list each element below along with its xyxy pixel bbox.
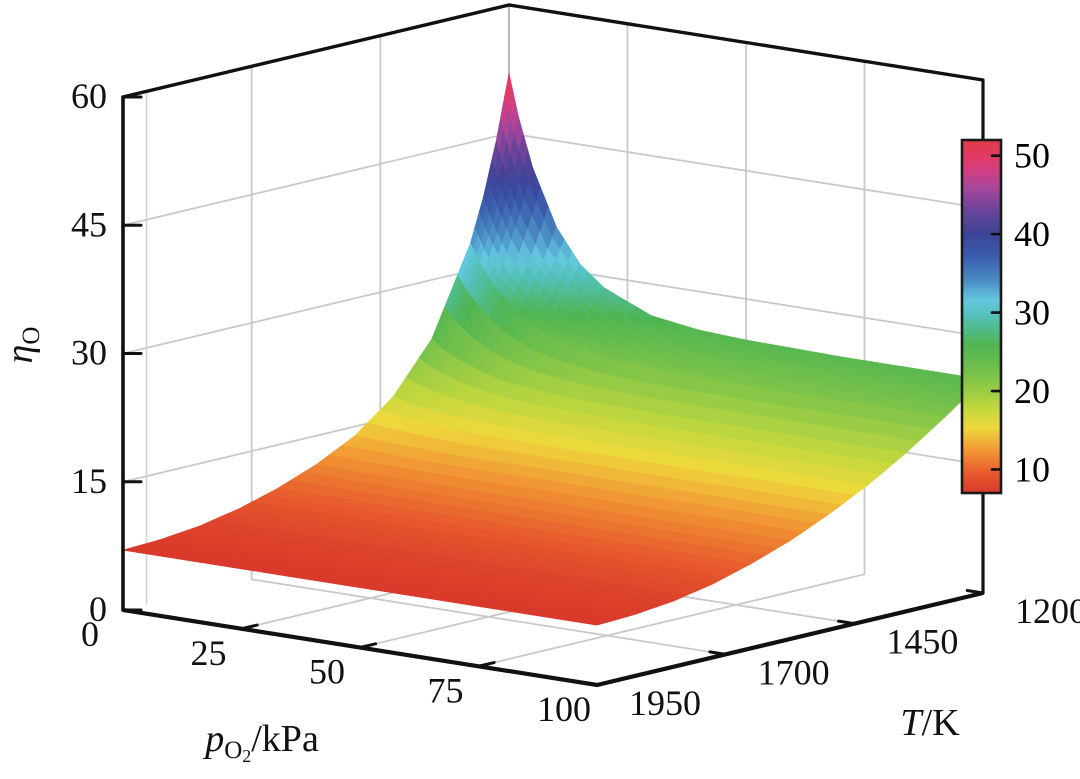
- x-axis-variable: p: [205, 718, 225, 760]
- colorbar: 10 20 30 40 50: [960, 136, 1050, 495]
- svg-text:15: 15: [71, 461, 107, 501]
- svg-text:1950: 1950: [629, 683, 701, 723]
- x-axis-title: pO2/kPa: [205, 717, 319, 767]
- x-axis-subscript: O: [224, 737, 243, 764]
- svg-text:50: 50: [1014, 136, 1050, 176]
- surface-mesh: [122, 73, 984, 626]
- colorbar-gradient: [960, 138, 1003, 495]
- svg-text:10: 10: [1014, 449, 1050, 489]
- svg-text:30: 30: [1014, 293, 1050, 333]
- svg-text:1450: 1450: [886, 622, 958, 662]
- svg-text:45: 45: [71, 204, 107, 244]
- svg-text:40: 40: [1014, 214, 1050, 254]
- x-axis-subsubscript: 2: [242, 746, 252, 766]
- svg-text:100: 100: [537, 689, 591, 729]
- svg-text:1700: 1700: [758, 652, 830, 692]
- svg-text:1200: 1200: [1015, 591, 1080, 631]
- z-axis-variable: η: [0, 344, 41, 364]
- svg-text:25: 25: [191, 633, 227, 673]
- svg-text:60: 60: [71, 76, 107, 116]
- z-axis-title: ηO: [0, 327, 46, 364]
- y-axis-unit: /K: [921, 702, 960, 744]
- svg-text:20: 20: [1014, 371, 1050, 411]
- svg-text:30: 30: [71, 333, 107, 373]
- svg-text:75: 75: [428, 670, 464, 710]
- x-axis-unit: /kPa: [251, 718, 319, 760]
- svg-text:0: 0: [81, 614, 99, 654]
- y-axis-variable: T: [900, 702, 922, 744]
- svg-text:50: 50: [309, 652, 345, 692]
- tick-labels: 0 15 30 45 60 0 25 50 75 100 1950 1700 1450 1200: [71, 76, 1080, 729]
- y-axis-title: T/K: [900, 701, 959, 745]
- z-axis-subscript: O: [18, 326, 45, 345]
- svg-text:0: 0: [89, 589, 107, 629]
